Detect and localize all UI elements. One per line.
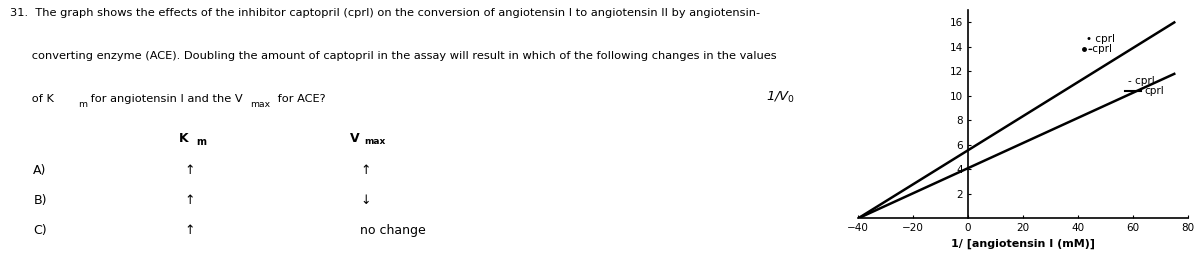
Text: m: m	[78, 100, 88, 108]
Text: cprl: cprl	[1144, 86, 1164, 96]
Text: converting enzyme (ACE). Doubling the amount of captopril in the assay will resu: converting enzyme (ACE). Doubling the am…	[10, 51, 776, 61]
Text: B): B)	[34, 194, 47, 207]
Text: ↑: ↑	[185, 194, 196, 207]
Text: no change: no change	[360, 224, 426, 237]
Text: K: K	[179, 132, 188, 145]
Text: max: max	[250, 100, 270, 108]
Text: ↑: ↑	[185, 164, 196, 177]
Text: of K: of K	[10, 94, 54, 104]
Text: ↑: ↑	[185, 224, 196, 237]
Text: 1/$\mathit{V}_0$: 1/$\mathit{V}_0$	[766, 90, 794, 105]
Text: ↑: ↑	[360, 164, 371, 177]
Text: • cprl: • cprl	[1086, 35, 1115, 44]
Text: cprl: cprl	[1090, 44, 1112, 54]
Text: m: m	[196, 137, 206, 147]
Text: ↓: ↓	[360, 194, 371, 207]
Text: A): A)	[34, 164, 47, 177]
Text: for ACE?: for ACE?	[274, 94, 325, 104]
Text: - cprl: - cprl	[1128, 76, 1154, 86]
X-axis label: 1/ [angiotensin I (mM)]: 1/ [angiotensin I (mM)]	[952, 239, 1096, 249]
Text: C): C)	[34, 224, 47, 237]
Text: max: max	[365, 137, 385, 146]
Text: 31.  The graph shows the effects of the inhibitor captopril (cprl) on the conver: 31. The graph shows the effects of the i…	[10, 8, 760, 18]
Text: for angiotensin I and the V: for angiotensin I and the V	[86, 94, 242, 104]
Text: V: V	[350, 132, 360, 145]
